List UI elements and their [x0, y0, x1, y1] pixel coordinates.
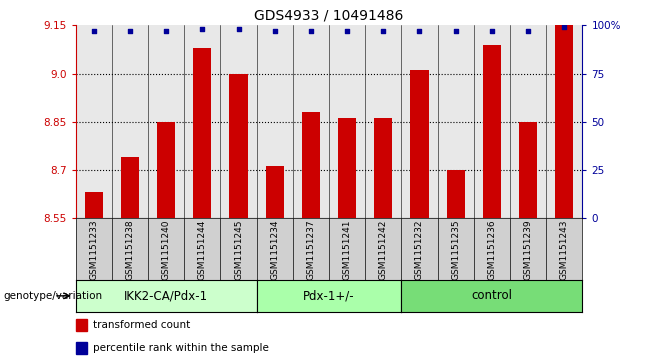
Bar — [519, 122, 537, 218]
Bar — [411, 70, 428, 218]
Point — [270, 28, 280, 34]
Title: GDS4933 / 10491486: GDS4933 / 10491486 — [254, 9, 404, 23]
Text: IKK2-CA/Pdx-1: IKK2-CA/Pdx-1 — [124, 289, 208, 302]
Text: percentile rank within the sample: percentile rank within the sample — [93, 343, 269, 353]
Text: transformed count: transformed count — [93, 321, 191, 330]
Bar — [193, 48, 211, 218]
Bar — [121, 157, 139, 218]
Point — [88, 28, 99, 34]
Point — [559, 24, 570, 30]
Bar — [76, 319, 87, 331]
Text: control: control — [471, 289, 513, 302]
Bar — [76, 342, 87, 354]
Text: GSM1151244: GSM1151244 — [198, 220, 207, 280]
Point — [342, 28, 353, 34]
Bar — [230, 73, 247, 218]
Point — [415, 28, 425, 34]
Text: GSM1151241: GSM1151241 — [343, 220, 351, 280]
Text: GSM1151235: GSM1151235 — [451, 220, 460, 280]
Bar — [157, 122, 175, 218]
Bar — [374, 118, 392, 218]
Text: GSM1151232: GSM1151232 — [415, 220, 424, 280]
Bar — [266, 167, 284, 218]
Point — [161, 28, 171, 34]
Bar — [483, 45, 501, 218]
Bar — [302, 112, 320, 218]
Point — [486, 28, 497, 34]
Bar — [447, 170, 465, 218]
Text: GSM1151238: GSM1151238 — [126, 220, 134, 280]
Bar — [555, 25, 573, 218]
Point — [124, 28, 136, 34]
Text: GSM1151245: GSM1151245 — [234, 220, 243, 280]
Text: GSM1151240: GSM1151240 — [162, 220, 170, 280]
Point — [233, 26, 243, 32]
Text: genotype/variation: genotype/variation — [3, 291, 103, 301]
Point — [197, 26, 207, 32]
Bar — [338, 118, 356, 218]
Point — [450, 28, 461, 34]
Point — [305, 28, 316, 34]
Point — [522, 28, 533, 34]
Text: Pdx-1+/-: Pdx-1+/- — [303, 289, 355, 302]
Text: GSM1151242: GSM1151242 — [379, 220, 388, 280]
Text: GSM1151236: GSM1151236 — [488, 220, 496, 280]
Bar — [85, 192, 103, 218]
Text: GSM1151233: GSM1151233 — [89, 220, 98, 280]
Text: GSM1151234: GSM1151234 — [270, 220, 279, 280]
Text: GSM1151243: GSM1151243 — [560, 220, 569, 280]
Text: GSM1151237: GSM1151237 — [307, 220, 315, 280]
Text: GSM1151239: GSM1151239 — [524, 220, 532, 280]
Point — [378, 28, 388, 34]
